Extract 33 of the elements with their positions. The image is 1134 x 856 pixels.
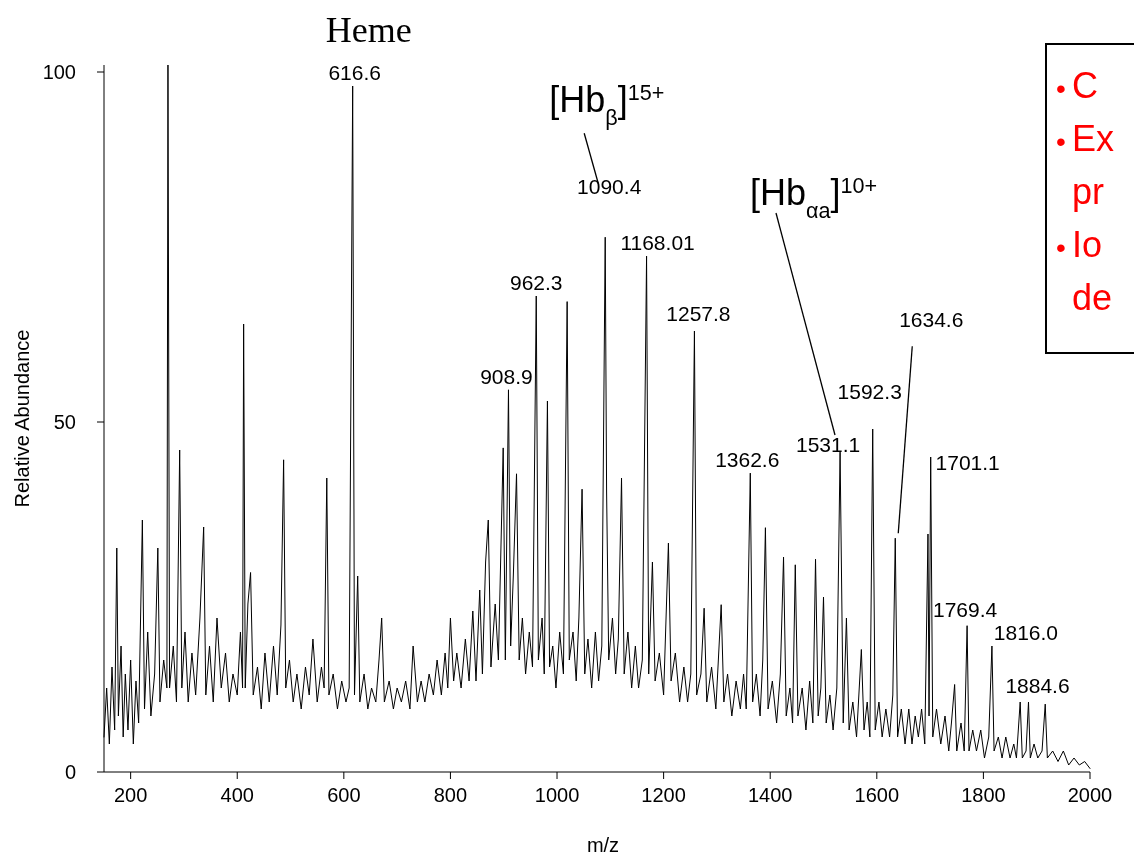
x-tick-label: 600 [327,784,361,806]
annotation: 1168.01 [620,231,695,255]
x-tick-label: 1200 [641,784,686,806]
y-tick-label: 50 [53,411,76,433]
annotation: Heme [325,10,412,50]
annotation: 1884.6 [1005,674,1070,697]
x-tick-label: 800 [433,784,468,806]
annotation: 1090.4 [577,175,642,199]
annotation: 1531.1 [795,433,861,457]
x-axis-title: m/z [586,834,620,856]
annotation: [Hb$_{αa}$]$^{10+}$ [750,172,878,223]
annotation: 1701.1 [935,451,1000,474]
annotation: • C • Ex pr • Io de [1056,65,1115,318]
x-tick-label: 1800 [961,784,1006,806]
x-tick-label: 1400 [747,784,793,806]
annotation: [Hb$_{β}$]$^{15+}$ [549,79,665,130]
annotation: 962.3 [509,271,563,294]
x-tick-label: 400 [220,784,254,806]
annotation: 1362.6 [715,448,780,472]
annotation: 1634.6 [899,308,964,332]
y-tick-label: 0 [64,761,76,783]
x-tick-label: 1600 [854,784,900,806]
y-tick-label: 100 [42,61,76,83]
annotation: 1592.3 [837,380,902,403]
annotation: 1816.0 [993,621,1059,644]
annotation: 908.9 [480,364,533,388]
annotation: 1769.4 [932,597,998,621]
x-tick-label: 2000 [1067,784,1113,806]
y-axis-title: Relative Abundance [11,329,33,508]
annotation: 616.6 [328,61,381,84]
x-tick-label: 200 [113,784,148,806]
x-tick-label: 1000 [534,784,580,806]
annotation: 1257.8 [666,302,731,325]
